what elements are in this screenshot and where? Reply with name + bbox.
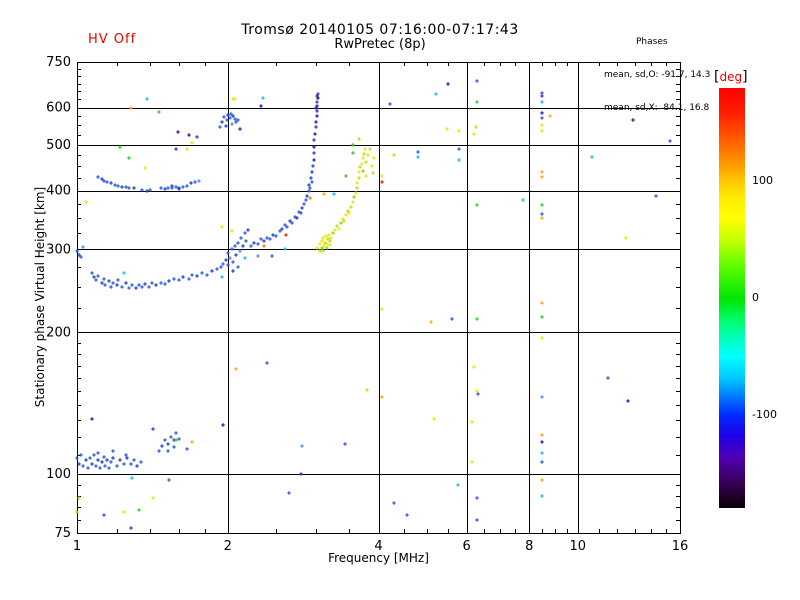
- scatter-points-l: [81, 122, 544, 448]
- axis-ticks: [77, 62, 681, 534]
- x-tick-label: 8: [525, 539, 533, 554]
- gridlines: [77, 62, 680, 533]
- phases-heading: Phases: [636, 37, 668, 47]
- colorbar-tick-label: 100: [752, 174, 773, 188]
- scatter-points-O: [262, 196, 312, 248]
- colorbar-unit-label: [deg]: [714, 69, 748, 85]
- x-axis-label: Frequency [MHz]: [328, 551, 429, 565]
- scatter-points-y: [84, 97, 628, 514]
- x-tick-label: 1: [73, 539, 81, 554]
- scatter-points-n: [221, 82, 630, 444]
- scatter-points-c: [122, 92, 594, 498]
- x-tick-label: 4: [374, 539, 382, 554]
- plot-title: Tromsø 20140105 07:16:00-07:17:43: [241, 22, 519, 38]
- scatter-points-Y: [77, 125, 478, 500]
- scatter-points-r: [284, 180, 384, 237]
- phases-mean-o: mean, sd,O: -91.7, 14.3: [604, 70, 711, 80]
- x-tick-label: 6: [463, 539, 471, 554]
- scatter-points-b: [75, 79, 672, 522]
- y-tick-label: 75: [54, 526, 71, 541]
- colorbar-tick-label: -100: [752, 407, 777, 421]
- scatter-points-g: [118, 100, 544, 512]
- scatter-points-B: [77, 92, 320, 530]
- y-tick-label: 750: [46, 55, 71, 70]
- scatter-points-G: [320, 169, 365, 250]
- colorbar-tick-label: 0: [752, 291, 759, 304]
- y-tick-label: 300: [46, 242, 71, 257]
- scatter-points: [75, 79, 672, 530]
- x-tick-label: 2: [224, 539, 232, 554]
- y-tick-label: 600: [46, 101, 71, 116]
- x-tick-label: 16: [672, 539, 689, 554]
- axis-tick-labels: 1 2 4 6 8 10 16 75 100 200 300 400 500 600 750: [46, 55, 688, 554]
- colorbar-bracket-open: [: [714, 69, 720, 85]
- colorbar-unit-text: deg: [719, 70, 743, 84]
- scatter-points-P: [90, 118, 635, 421]
- scatter-points-p: [151, 94, 544, 476]
- colorbar-gradient: [719, 88, 745, 508]
- y-axis-label: Stationary phase Virtual Height [km]: [33, 186, 47, 408]
- hv-status-label: HV Off: [88, 32, 137, 47]
- plot-subtitle: RwPretec (8p): [334, 37, 426, 52]
- x-tick-label: 10: [570, 539, 587, 554]
- colorbar-bracket-close: ]: [742, 69, 748, 85]
- scatter-points-o: [75, 106, 552, 514]
- y-tick-label: 100: [46, 467, 71, 482]
- y-tick-label: 400: [46, 184, 71, 199]
- y-tick-label: 500: [46, 138, 71, 153]
- y-tick-label: 200: [46, 325, 71, 340]
